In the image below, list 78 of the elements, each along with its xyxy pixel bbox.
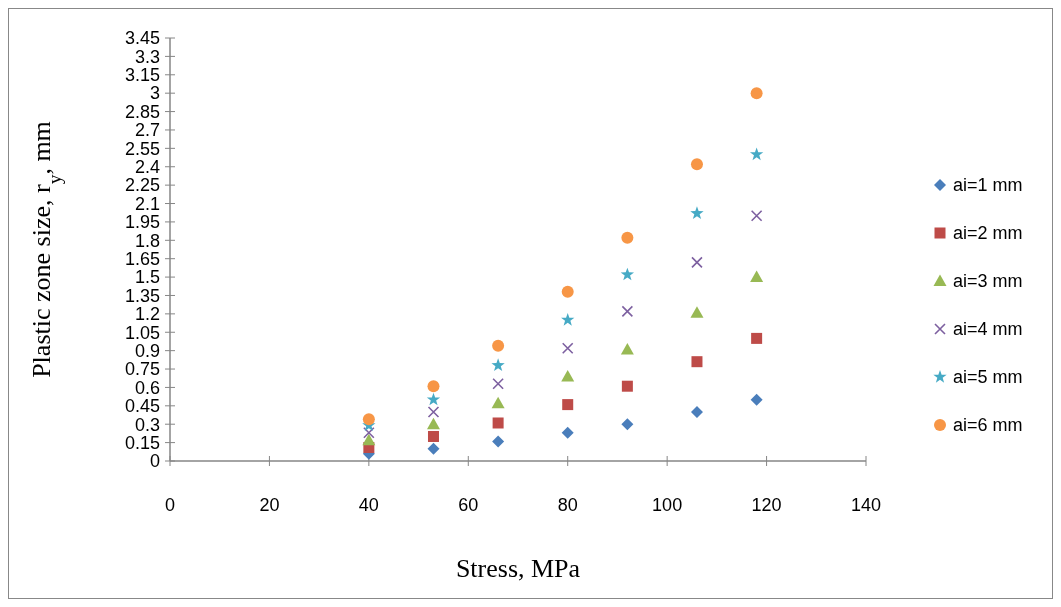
point — [426, 392, 441, 406]
x-tick-label: 80 — [557, 495, 578, 515]
y-tick-label: 1.95 — [124, 212, 160, 233]
y-tick-label: 3.15 — [124, 65, 160, 86]
point — [561, 426, 574, 439]
point — [751, 332, 763, 344]
point — [427, 442, 440, 455]
point — [691, 356, 703, 368]
x-tick-label: 60 — [458, 495, 479, 515]
point — [750, 393, 763, 406]
point — [620, 342, 634, 355]
y-tick-label: 1.2 — [134, 304, 160, 325]
point — [690, 405, 703, 418]
point — [561, 285, 574, 298]
point — [561, 313, 575, 326]
point — [621, 418, 634, 431]
y-tick-label: 2.55 — [124, 138, 160, 159]
point — [749, 147, 764, 161]
y-tick-label: 0 — [149, 451, 160, 472]
legend-label: ai=6 mm — [953, 415, 1023, 436]
point — [427, 380, 440, 393]
x-tick-label: 40 — [358, 495, 379, 515]
point — [362, 433, 376, 446]
point — [690, 306, 704, 318]
point — [750, 209, 763, 222]
point — [621, 305, 634, 318]
x-tick-label: 120 — [751, 495, 782, 515]
point — [427, 430, 439, 442]
x-tick-label: 0 — [164, 495, 176, 515]
y-tick-label: 1.05 — [124, 322, 160, 343]
point — [750, 87, 763, 100]
point — [561, 369, 575, 382]
legend-label: ai=1 mm — [953, 175, 1023, 196]
point — [491, 358, 505, 372]
x-tick-label: 100 — [652, 495, 683, 515]
legend-label: ai=2 mm — [953, 223, 1023, 244]
point — [426, 417, 440, 430]
y-tick-label: 2.1 — [134, 193, 160, 214]
y-tick-label: 1.65 — [124, 249, 160, 269]
y-tick-label: 0.3 — [134, 414, 160, 435]
point — [620, 267, 635, 281]
point — [621, 231, 634, 244]
y-tick-label: 0.15 — [124, 432, 160, 453]
y-tick-label: 0.6 — [134, 377, 160, 398]
point — [561, 342, 574, 354]
point — [492, 377, 504, 390]
point — [690, 158, 703, 171]
point — [491, 396, 505, 409]
point — [621, 380, 633, 392]
y-tick-label: 3.3 — [134, 46, 160, 67]
y-tick-label: 0.45 — [124, 396, 160, 417]
point — [492, 417, 504, 429]
y-tick-label: 2.85 — [124, 101, 160, 122]
point — [492, 435, 505, 448]
y-tick-label: 3.45 — [124, 28, 160, 49]
y-tick-label: 1.8 — [134, 230, 160, 251]
point — [750, 270, 764, 283]
point — [427, 406, 440, 418]
point — [362, 413, 375, 426]
legend-label: ai=3 mm — [953, 271, 1023, 292]
x-axis-title: Stress, MPa — [455, 554, 581, 583]
point — [691, 256, 703, 269]
x-tick-label: 140 — [850, 495, 882, 515]
y-tick-label: 2.25 — [124, 175, 160, 196]
point — [562, 399, 574, 411]
y-tick-label: 2.4 — [134, 157, 160, 178]
legend-label: ai=4 mm — [953, 319, 1023, 340]
y-tick-label: 1.5 — [134, 267, 160, 288]
y-tick-label: 2.7 — [134, 120, 160, 141]
x-tick-label: 20 — [259, 495, 280, 515]
y-tick-label: 3 — [149, 83, 160, 104]
y-tick-label: 0.75 — [124, 359, 160, 380]
point — [363, 427, 375, 439]
point — [690, 206, 704, 219]
point — [492, 339, 505, 352]
legend-label: ai=5 mm — [953, 367, 1023, 388]
y-tick-label: 0.9 — [134, 340, 160, 361]
y-tick-label: 1.35 — [124, 285, 160, 306]
